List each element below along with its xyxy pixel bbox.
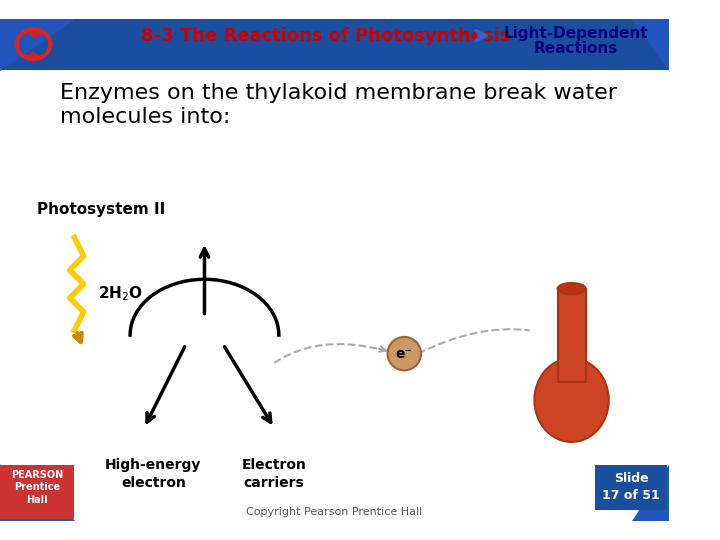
Text: 2H$_2$O: 2H$_2$O: [98, 284, 143, 302]
FancyBboxPatch shape: [557, 288, 585, 382]
Polygon shape: [632, 465, 669, 521]
Text: 8-3 The Reactions of Photosynthesis: 8-3 The Reactions of Photosynthesis: [140, 27, 510, 45]
Text: e⁻: e⁻: [396, 347, 413, 361]
Polygon shape: [0, 465, 74, 521]
Text: Slide
17 of 51: Slide 17 of 51: [602, 472, 660, 503]
Text: Electron
carriers: Electron carriers: [242, 458, 307, 490]
Polygon shape: [632, 19, 669, 70]
Ellipse shape: [534, 359, 608, 442]
Text: molecules into:: molecules into:: [60, 107, 231, 127]
Text: Photosystem II: Photosystem II: [37, 202, 166, 217]
FancyBboxPatch shape: [0, 465, 74, 519]
FancyBboxPatch shape: [595, 465, 667, 510]
Text: Light-Dependent: Light-Dependent: [504, 25, 649, 40]
Text: High-energy
electron: High-energy electron: [105, 458, 202, 490]
Polygon shape: [0, 19, 74, 70]
Text: Reactions: Reactions: [534, 41, 618, 56]
Text: PEARSON
Prentice
Hall: PEARSON Prentice Hall: [11, 470, 63, 505]
FancyBboxPatch shape: [0, 19, 669, 70]
Text: Copyright Pearson Prentice Hall: Copyright Pearson Prentice Hall: [246, 507, 423, 517]
Text: Enzymes on the thylakoid membrane break water: Enzymes on the thylakoid membrane break …: [60, 83, 618, 104]
Circle shape: [387, 337, 421, 370]
Ellipse shape: [557, 283, 585, 294]
